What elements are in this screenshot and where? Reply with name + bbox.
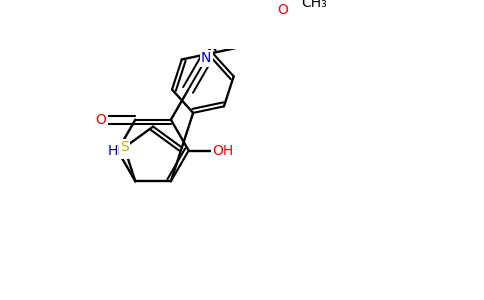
Text: CH₃: CH₃ <box>302 0 327 11</box>
Text: OH: OH <box>212 143 234 158</box>
Text: O: O <box>277 3 288 17</box>
Text: O: O <box>95 113 106 127</box>
Text: S: S <box>120 140 129 154</box>
Text: HN: HN <box>107 143 128 158</box>
Text: N: N <box>201 52 212 65</box>
